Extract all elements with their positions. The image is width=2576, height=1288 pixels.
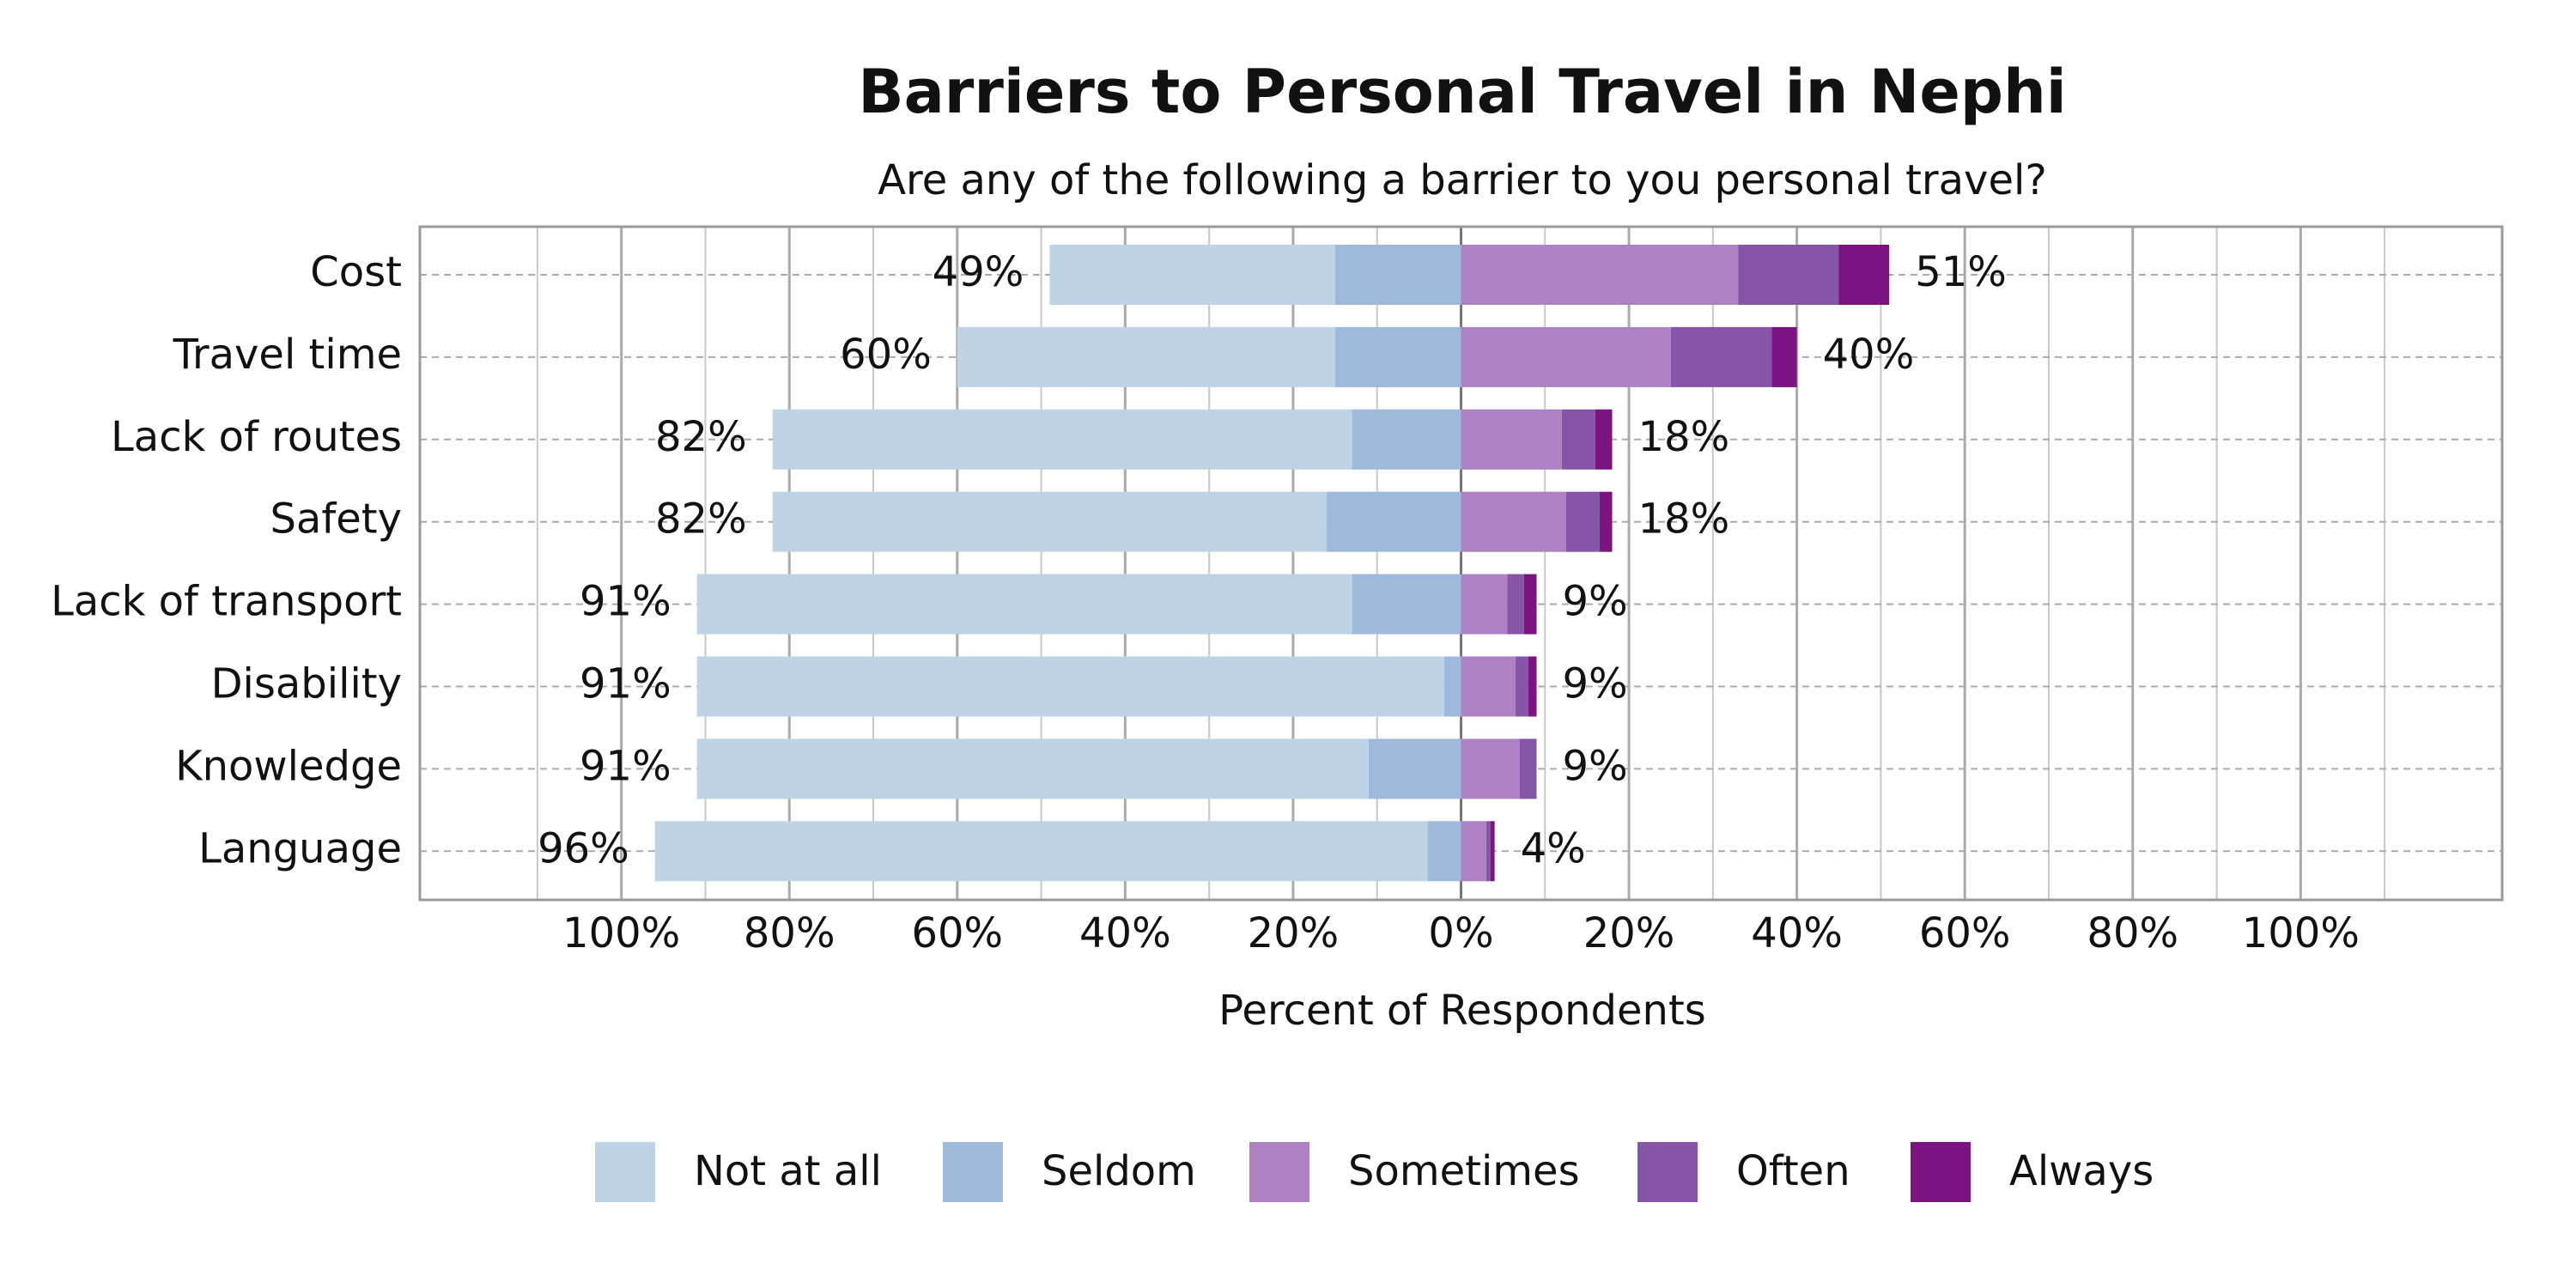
x-tick-label: 60% (911, 909, 1003, 957)
legend-label: Always (2009, 1147, 2154, 1195)
bar-segment (1519, 738, 1537, 799)
total-label: 82% (655, 413, 747, 461)
bar-segment (1049, 245, 1335, 305)
x-tick-label: 80% (744, 909, 835, 957)
total-label: 91% (580, 742, 671, 790)
bar-segment (1461, 738, 1520, 799)
y-tick-label: Travel time (173, 331, 402, 379)
bar-segment (1461, 574, 1508, 635)
bar-segment (1516, 656, 1528, 717)
x-tick-label: 80% (2087, 909, 2178, 957)
total-label: 60% (840, 331, 932, 379)
bar-segment (772, 409, 1352, 470)
total-label: 9% (1563, 578, 1628, 626)
y-tick-label: Knowledge (175, 742, 402, 790)
legend-label: Sometimes (1348, 1147, 1580, 1195)
bar-segment (1461, 409, 1562, 470)
total-label: 40% (1823, 331, 1915, 379)
total-label: 4% (1521, 824, 1586, 872)
y-tick-label: Lack of routes (111, 413, 402, 461)
bar-segment (1327, 491, 1461, 552)
x-axis-label: Percent of Respondents (1218, 987, 1706, 1035)
total-label: 91% (580, 660, 671, 708)
bar-segment (1528, 656, 1537, 717)
total-label: 51% (1915, 248, 2007, 296)
bar-segment (1670, 326, 1772, 387)
bar-segment (1561, 409, 1595, 470)
bar-segment (1507, 574, 1524, 635)
bar-segment (1461, 491, 1566, 552)
bar-segment (1490, 821, 1495, 882)
bar-segment (1771, 326, 1797, 387)
bar-segment (1565, 491, 1600, 552)
bar-segment (1599, 491, 1613, 552)
total-label: 9% (1563, 742, 1628, 790)
bar-segment (1352, 409, 1461, 470)
legend-swatch (1249, 1142, 1309, 1202)
x-tick-label: 60% (1919, 909, 2011, 957)
bar-segment (696, 738, 1369, 799)
total-label: 96% (538, 824, 629, 872)
y-tick-label: Safety (270, 495, 402, 544)
total-label: 91% (580, 578, 671, 626)
total-label: 49% (933, 248, 1024, 296)
legend-label: Often (1736, 1147, 1850, 1195)
bar-segment (772, 491, 1327, 552)
chart-title: Barriers to Personal Travel in Nephi (858, 57, 2067, 127)
bar-segment (1461, 245, 1739, 305)
total-label: 9% (1563, 660, 1628, 708)
total-label: 18% (1638, 495, 1730, 544)
plot-frame (418, 225, 2504, 902)
bar-segment (1443, 656, 1461, 717)
bar-segment (696, 656, 1444, 717)
bar-segment (1523, 574, 1537, 635)
bar-segment (1738, 245, 1839, 305)
bar-segment (1485, 821, 1491, 882)
legend-label: Not at all (694, 1147, 882, 1195)
bar-segment (1461, 821, 1486, 882)
legend-label: Seldom (1042, 1147, 1196, 1195)
bar-segment (1334, 326, 1461, 387)
chart-subtitle: Are any of the following a barrier to yo… (878, 156, 2047, 204)
total-label: 18% (1638, 413, 1730, 461)
bar-segment (1334, 245, 1461, 305)
x-tick-label: 40% (1079, 909, 1171, 957)
bar-segment (1461, 656, 1516, 717)
x-tick-label: 0% (1428, 909, 1493, 957)
x-tick-label: 100% (2242, 909, 2360, 957)
x-tick-label: 20% (1583, 909, 1675, 957)
bar-segment (957, 326, 1335, 387)
bar-segment (1352, 574, 1461, 635)
bar-segment (1427, 821, 1461, 882)
legend-swatch (1637, 1142, 1698, 1202)
y-tick-label: Cost (310, 248, 402, 296)
bar-segment (1595, 409, 1613, 470)
legend-swatch (1911, 1142, 1971, 1202)
bar-segment (1461, 326, 1671, 387)
legend-swatch (595, 1142, 655, 1202)
bar-segment (696, 574, 1352, 635)
bar-segment (654, 821, 1428, 882)
x-tick-label: 40% (1751, 909, 1843, 957)
legend-swatch (943, 1142, 1003, 1202)
bar-segment (1368, 738, 1461, 799)
y-tick-label: Lack of transport (51, 578, 402, 626)
y-tick-label: Disability (211, 660, 402, 708)
y-tick-label: Language (198, 824, 402, 872)
bar-segment (1838, 245, 1890, 305)
total-label: 82% (655, 495, 747, 544)
x-tick-label: 100% (562, 909, 680, 957)
x-tick-label: 20% (1248, 909, 1340, 957)
